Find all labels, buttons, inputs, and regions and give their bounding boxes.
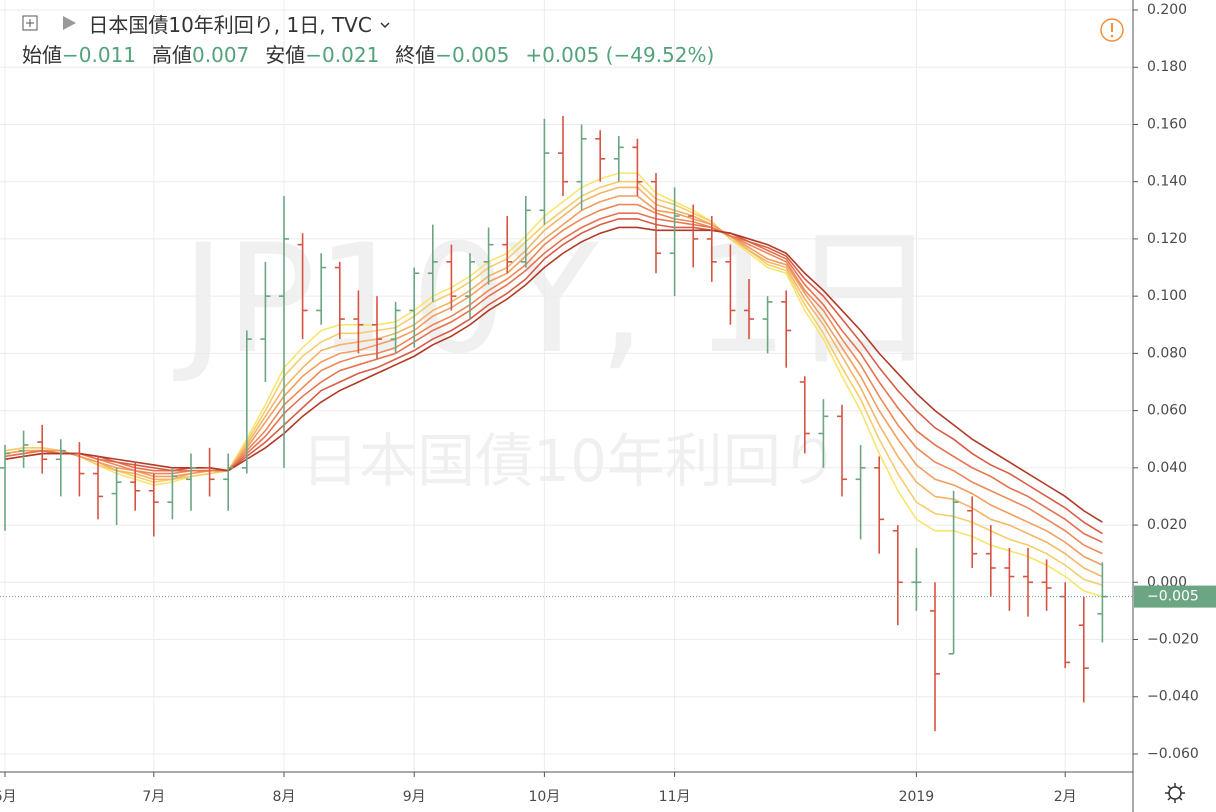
ohlc-legend: 始値−0.011 高値0.007 安値−0.021 終値−0.005 +0.005 (−… xyxy=(22,40,730,70)
legend-value: −0.021 xyxy=(305,43,380,67)
y-tick-label: 0.080 xyxy=(1147,345,1187,361)
legend-label: 安値 xyxy=(265,43,306,67)
dropdown-icon[interactable] xyxy=(378,20,392,32)
y-tick-label: 0.140 xyxy=(1147,174,1187,190)
y-tick-label: 0.060 xyxy=(1147,403,1187,419)
y-tick-label: 0.100 xyxy=(1147,288,1187,304)
watermark-subtitle: 日本国債10年利回り xyxy=(301,427,839,495)
header-row: 日本国債10年利回り, 1日, TVC xyxy=(22,10,730,40)
x-tick-label: 2月 xyxy=(1054,789,1077,805)
expand-icon[interactable] xyxy=(22,15,38,31)
legend-value: −0.011 xyxy=(62,43,137,67)
x-tick-label: 8月 xyxy=(273,789,296,805)
moving-average-line xyxy=(4,212,1103,543)
x-tick-label: 10月 xyxy=(528,789,560,805)
moving-average-line xyxy=(4,180,1103,586)
alert-icon[interactable] xyxy=(1100,18,1124,42)
x-tick-label: 11月 xyxy=(659,789,691,805)
header-icons[interactable] xyxy=(22,14,82,34)
bars xyxy=(0,115,1108,732)
y-tick-label: 0.020 xyxy=(1147,517,1187,533)
alert-icon-dot xyxy=(1110,34,1114,38)
moving-average-line xyxy=(4,226,1103,523)
legend-label: 高値 xyxy=(152,43,193,67)
moving-average-line xyxy=(4,195,1103,566)
x-tick-label: 6月 xyxy=(0,789,16,805)
y-tick-label: 0.180 xyxy=(1147,59,1187,75)
y-tick-label: 0.120 xyxy=(1147,231,1187,247)
header: 日本国債10年利回り, 1日, TVC 始値−0.011 高値0.007 安値−0.… xyxy=(22,10,730,70)
y-tick-label: −0.020 xyxy=(1147,632,1199,648)
expand-icon-plus xyxy=(26,19,34,27)
x-tick-label: 9月 xyxy=(403,789,426,805)
y-tick-label: 0.200 xyxy=(1147,2,1187,18)
settings-icon[interactable] xyxy=(1165,783,1185,803)
y-tick-label: −0.040 xyxy=(1147,689,1199,705)
legend-value: 0.007 xyxy=(192,43,250,67)
legend-value: −0.005 xyxy=(435,43,510,67)
moving-averages xyxy=(4,172,1103,598)
y-tick-label: −0.060 xyxy=(1147,746,1199,762)
last-price-box xyxy=(1134,585,1216,608)
y-tick-label: 0.160 xyxy=(1147,116,1187,132)
legend-label: 始値 xyxy=(22,43,62,67)
legend-label: 終値 xyxy=(395,43,436,67)
flag-icon xyxy=(63,16,76,30)
x-tick-label: 7月 xyxy=(142,789,165,805)
symbol-title[interactable]: 日本国債10年利回り, 1日, TVC xyxy=(88,13,372,37)
y-tick-label: 0.040 xyxy=(1147,460,1187,476)
change-label: +0.005 (−49.52%) xyxy=(525,43,715,67)
x-tick-label: 2019 xyxy=(899,789,935,805)
last-price-label: −0.005 xyxy=(1147,589,1199,605)
